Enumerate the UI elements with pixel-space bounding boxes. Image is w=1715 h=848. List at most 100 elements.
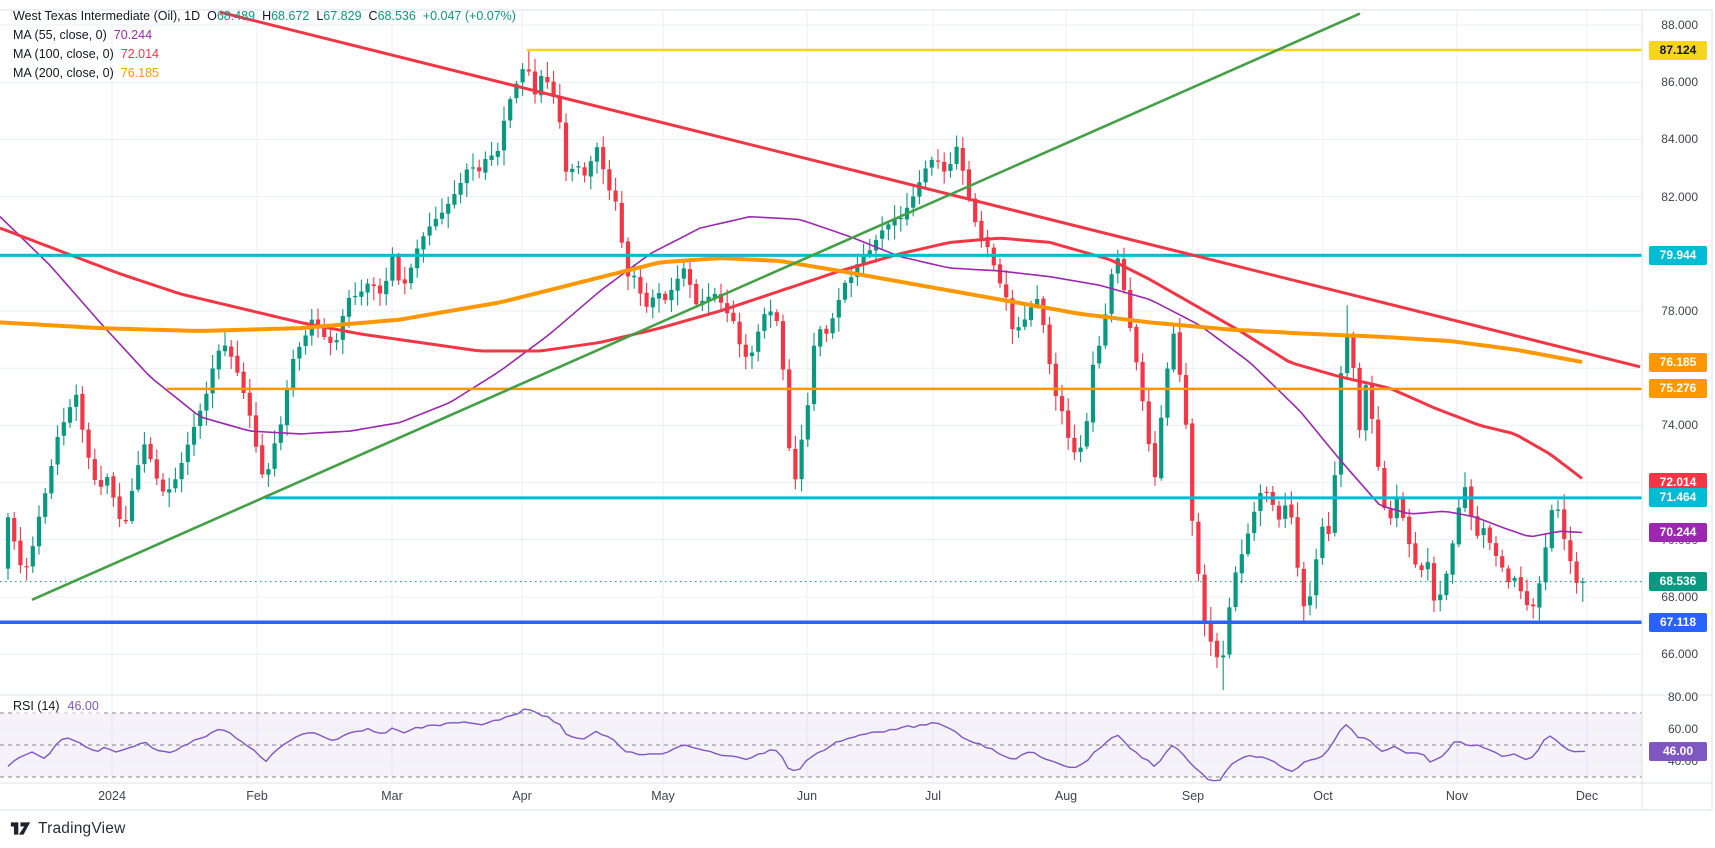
candle-body (570, 168, 575, 173)
candle-body (464, 169, 469, 184)
rsi-legend-row[interactable]: RSI (14) 46.00 (13, 698, 103, 714)
candle-body (1078, 447, 1083, 452)
candle-body (1382, 468, 1387, 508)
candle-body (954, 146, 959, 164)
candle-body (743, 344, 748, 357)
candle-body (1276, 505, 1282, 520)
candle-body (650, 297, 655, 308)
candle-body (861, 255, 866, 264)
candle-body (1128, 289, 1133, 329)
candle-body (1493, 543, 1499, 556)
candle-body (1165, 368, 1170, 418)
rsi-pane-group (0, 708, 1642, 782)
candle-body (520, 69, 525, 83)
candle-body (284, 389, 290, 426)
candle-body (105, 477, 110, 486)
time-axis-label: Nov (1445, 789, 1469, 803)
candle-body (1214, 640, 1220, 658)
price-label-chip: 75.276 (1649, 379, 1707, 399)
candle-body (694, 283, 699, 305)
candle-body (353, 296, 358, 298)
descending-trendline[interactable] (219, 10, 1641, 369)
candle-body (979, 220, 984, 239)
candle-body (681, 268, 686, 279)
candle-body (111, 476, 116, 498)
candle-body (607, 169, 612, 191)
candle-body (1555, 509, 1561, 511)
ascending-trendline[interactable] (31, 12, 1361, 602)
candle-body (1047, 324, 1052, 365)
time-axis-label: Feb (246, 789, 268, 803)
candle-body (1227, 607, 1232, 655)
ma-legend-row[interactable]: MA (55, close, 0) 70.244 (13, 26, 516, 45)
candle-body (687, 269, 693, 285)
price-axis[interactable]: 88.00086.00084.00082.00078.00074.00070.0… (1643, 10, 1715, 783)
candle-body (1345, 334, 1350, 374)
time-axis-label: Sep (1181, 789, 1205, 803)
candle-body (191, 426, 197, 445)
time-axis-label: Aug (1054, 789, 1078, 803)
candle-body (1004, 284, 1009, 298)
ohlc-values: O68.489 H68.672 L67.829 C68.536 +0.047 (+0.0… (200, 9, 516, 23)
candle-body (557, 96, 562, 123)
candle-body (1090, 364, 1096, 423)
candle-body (824, 328, 829, 334)
trendline-drawings-group[interactable] (0, 10, 1642, 624)
tradingview-icon (10, 822, 31, 835)
candle-body (613, 190, 618, 202)
ohlc-segment: O68.489 (207, 9, 256, 23)
candle-body (1016, 327, 1021, 331)
candle-body (1413, 543, 1418, 565)
candle-body (315, 319, 321, 327)
candle-body (1394, 496, 1399, 519)
ma100-line (0, 226, 1583, 480)
candle-body (1159, 417, 1164, 479)
time-axis[interactable]: 2024 Feb Mar Apr May Jun Jul Aug Sep Oct Nov Dec (0, 783, 1642, 810)
change-value: +0.047 (+0.07%) (422, 9, 516, 23)
price-label-chip: 71.464 (1649, 488, 1707, 508)
candle-body (997, 264, 1003, 284)
candle-body (898, 217, 903, 220)
candle-body (756, 331, 761, 352)
candle-body (737, 321, 742, 345)
price-label-chip: 67.118 (1649, 612, 1707, 632)
candle-body (483, 159, 488, 173)
candle-body (452, 194, 457, 205)
candle-body (1580, 581, 1585, 584)
ma-label: MA (200, close, 0) (13, 66, 114, 80)
tradingview-logo[interactable]: TradingView (10, 818, 126, 839)
candle-body (942, 161, 947, 172)
candle-body (762, 314, 767, 331)
symbol-legend-row[interactable]: West Texas Intermediate (Oil), 1D O68.489… (13, 7, 516, 26)
candle-body (1252, 511, 1257, 533)
candle-body (582, 167, 587, 176)
candle-body (787, 369, 792, 449)
price-axis-label: 86.000 (1661, 75, 1698, 90)
candle-body (625, 241, 631, 277)
ma-value: 76.185 (120, 66, 159, 80)
candle-body (297, 346, 302, 359)
candle-body (266, 469, 271, 475)
candle-body (1283, 505, 1288, 519)
candle-body (303, 335, 308, 346)
candle-body (873, 239, 879, 251)
price-axis-label: 84.000 (1661, 132, 1698, 147)
candle-body (129, 490, 135, 522)
candle-body (241, 371, 246, 393)
price-label-chip: 87.124 (1649, 40, 1707, 60)
candle-body (24, 566, 29, 568)
candle-body (49, 465, 54, 494)
candle-body (1407, 516, 1412, 545)
candle-body (396, 256, 401, 281)
ma-legend-row[interactable]: MA (200, close, 0) 76.185 (13, 64, 516, 83)
candle-body (1239, 554, 1244, 574)
ohlc-segment: C68.536 (368, 9, 416, 23)
candle-body (985, 237, 990, 248)
candle-body (1208, 621, 1213, 642)
candle-body (154, 459, 159, 479)
ma-legend-row[interactable]: MA (100, close, 0) 72.014 (13, 45, 516, 64)
price-label-chip: 72.014 (1649, 472, 1707, 492)
time-axis-label: Jul (925, 789, 941, 803)
candle-body (886, 224, 891, 230)
